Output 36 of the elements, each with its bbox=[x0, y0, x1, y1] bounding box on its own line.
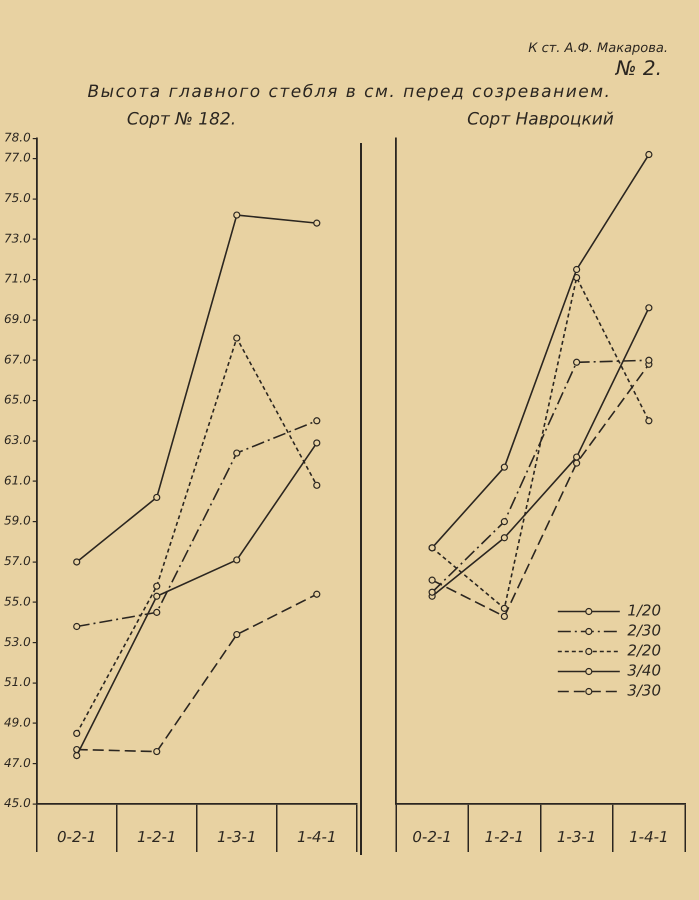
text: № 2. bbox=[616, 56, 662, 80]
y-tick-label: 65.0 bbox=[4, 392, 32, 407]
y-tick-label: 61.0 bbox=[4, 473, 32, 488]
y-tick-label: 55.0 bbox=[4, 594, 32, 608]
x-tick-label: 1-4-1 bbox=[629, 828, 669, 846]
y-tick-label: 77.0 bbox=[4, 150, 32, 165]
legend-label: 2/30 bbox=[627, 621, 662, 640]
chart-subtitle: Сорт № 182. bbox=[126, 110, 236, 130]
x-tick-label: 0-2-1 bbox=[56, 828, 96, 846]
chart-title: Высота главного стебля в см. перед созреванием. bbox=[88, 82, 612, 102]
y-tick-label: 53.0 bbox=[4, 634, 32, 649]
x-tick-label: 1-3-1 bbox=[556, 828, 596, 846]
x-tick-label: 1-2-1 bbox=[484, 828, 524, 846]
y-tick-label: 75.0 bbox=[4, 191, 32, 206]
x-tick-label: 1-2-1 bbox=[137, 828, 176, 846]
y-tick-label: 49.0 bbox=[4, 715, 32, 730]
legend-label: 3/30 bbox=[627, 681, 662, 700]
y-tick-label: 51.0 bbox=[4, 675, 32, 690]
y-tick-label: 67.0 bbox=[4, 352, 32, 366]
y-tick-label: 78.0 bbox=[4, 130, 32, 145]
legend-label: 2/20 bbox=[627, 641, 662, 660]
y-tick-label: 71.0 bbox=[4, 272, 32, 286]
x-tick-label: 1-4-1 bbox=[297, 828, 337, 846]
y-tick-label: 63.0 bbox=[4, 433, 32, 448]
y-tick-label: 69.0 bbox=[4, 312, 32, 326]
chart-subtitle: Сорт Навроцкий bbox=[467, 110, 614, 130]
text: К ст. А.Ф. Макарова. bbox=[528, 41, 668, 57]
x-tick-label: 0-2-1 bbox=[412, 828, 452, 846]
y-tick-label: 47.0 bbox=[4, 756, 32, 770]
x-tick-label: 1-3-1 bbox=[217, 828, 257, 846]
y-tick-label: 59.0 bbox=[4, 514, 32, 528]
y-tick-label: 57.0 bbox=[4, 554, 32, 568]
legend-label: 1/20 bbox=[627, 601, 662, 620]
y-tick-label: 73.0 bbox=[4, 231, 32, 246]
legend-label: 3/40 bbox=[627, 661, 662, 680]
y-tick-label: 45.0 bbox=[4, 796, 32, 810]
